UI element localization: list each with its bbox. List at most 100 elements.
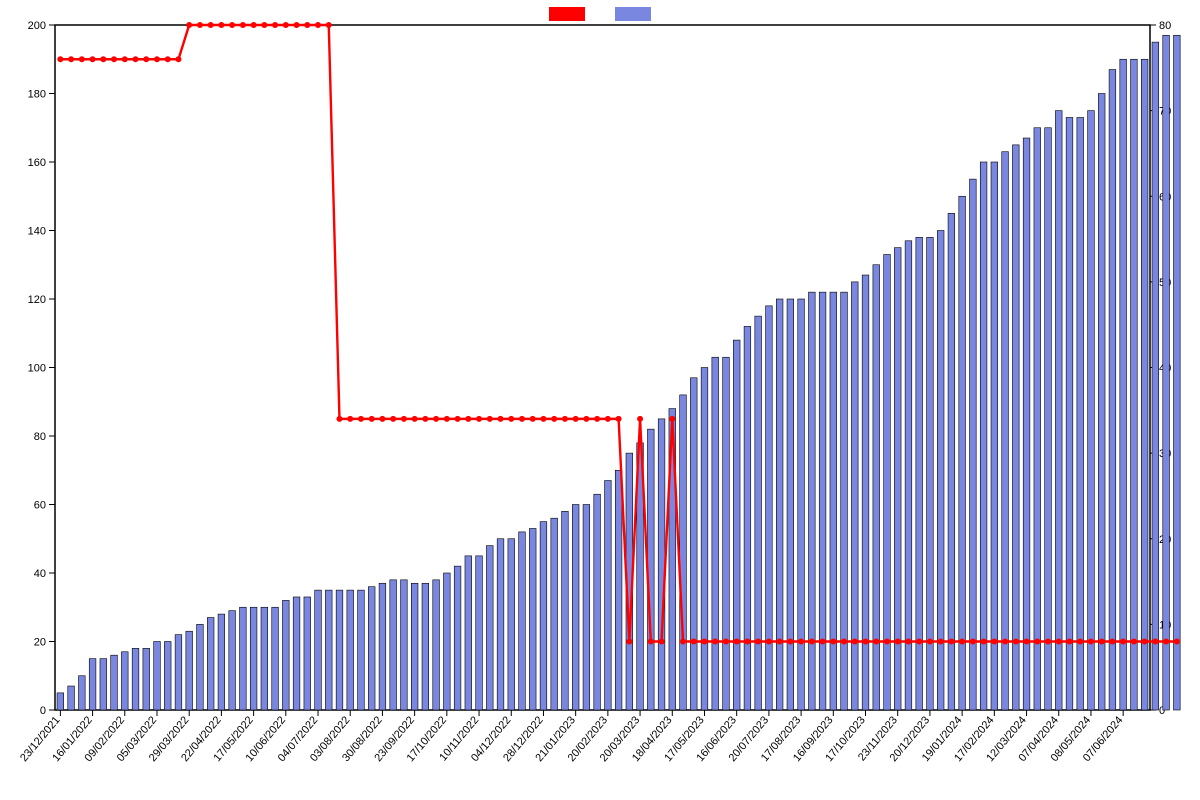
y-left-tick-label: 160 [28, 157, 46, 169]
line-marker [873, 639, 879, 645]
line-marker [143, 56, 149, 62]
y-left-tick-label: 60 [34, 500, 46, 512]
line-marker [1109, 639, 1115, 645]
line-marker [1131, 639, 1137, 645]
line-marker [863, 639, 869, 645]
legend [0, 6, 1200, 21]
line-marker [905, 639, 911, 645]
line-marker [455, 416, 461, 422]
y-left-tick-label: 100 [28, 363, 46, 375]
line-marker [680, 639, 686, 645]
y-left-tick-label: 200 [28, 20, 46, 32]
line-marker [122, 56, 128, 62]
line-marker [272, 22, 278, 28]
line-marker [852, 639, 858, 645]
bar [422, 583, 429, 710]
line-marker [251, 22, 257, 28]
line-marker [691, 639, 697, 645]
line-marker [1152, 639, 1158, 645]
bar [111, 655, 118, 710]
y-left-tick-label: 20 [34, 637, 46, 649]
bar [100, 659, 107, 710]
bar [948, 213, 955, 710]
line-marker [1120, 639, 1126, 645]
line-marker [744, 639, 750, 645]
bar [68, 686, 75, 710]
bar [1002, 152, 1009, 710]
bar [304, 597, 311, 710]
bar [830, 292, 837, 710]
bar [89, 659, 96, 710]
line-marker [648, 639, 654, 645]
bar [787, 299, 794, 710]
bar [261, 607, 268, 710]
line-marker [165, 56, 171, 62]
line-marker [326, 22, 332, 28]
line-marker [959, 639, 965, 645]
line-marker [401, 416, 407, 422]
bar [1012, 145, 1019, 710]
bar [1141, 59, 1148, 710]
line-marker [498, 416, 504, 422]
bar [1045, 128, 1052, 710]
line-marker [927, 639, 933, 645]
line-marker [1056, 639, 1062, 645]
line-marker [283, 22, 289, 28]
bar [605, 481, 612, 710]
line-marker [948, 639, 954, 645]
bar [79, 676, 86, 710]
legend-item-bars [615, 6, 651, 21]
bar [680, 395, 687, 710]
bar [1163, 35, 1170, 710]
line-marker [154, 56, 160, 62]
line-marker [90, 56, 96, 62]
line-marker [562, 416, 568, 422]
line-marker [229, 22, 235, 28]
bar [1055, 111, 1062, 710]
line-marker [336, 416, 342, 422]
line-marker [1002, 639, 1008, 645]
line-marker [422, 416, 428, 422]
bar [712, 357, 719, 710]
bar [819, 292, 826, 710]
bar [411, 583, 418, 710]
bar [733, 340, 740, 710]
line-marker [787, 639, 793, 645]
bar [250, 607, 257, 710]
bar [132, 648, 139, 710]
line-marker [444, 416, 450, 422]
line-marker [820, 639, 826, 645]
line-marker [1045, 639, 1051, 645]
line-marker [616, 416, 622, 422]
bar [1174, 35, 1181, 710]
bar [851, 282, 858, 710]
bar [433, 580, 440, 710]
line-marker [208, 22, 214, 28]
line-marker [712, 639, 718, 645]
bar [980, 162, 987, 710]
bar [529, 528, 536, 710]
bar [143, 648, 150, 710]
bar [240, 607, 247, 710]
chart-svg: 0204060801001201401601802000102030405060… [0, 0, 1200, 800]
bar [1023, 138, 1030, 710]
y-left-tick-label: 140 [28, 226, 46, 238]
line-marker [433, 416, 439, 422]
line-marker [390, 416, 396, 422]
line-marker [981, 639, 987, 645]
bar [57, 693, 64, 710]
line-marker [304, 22, 310, 28]
bar [175, 635, 182, 710]
y-left-tick-label: 40 [34, 568, 46, 580]
bar [583, 505, 590, 711]
bar [959, 196, 966, 710]
line-marker [1013, 639, 1019, 645]
bar [766, 306, 773, 710]
line-marker [369, 416, 375, 422]
line-marker [476, 416, 482, 422]
bar [970, 179, 977, 710]
line-marker [594, 416, 600, 422]
bar [207, 618, 214, 710]
line-marker [755, 639, 761, 645]
bar [1077, 117, 1084, 710]
